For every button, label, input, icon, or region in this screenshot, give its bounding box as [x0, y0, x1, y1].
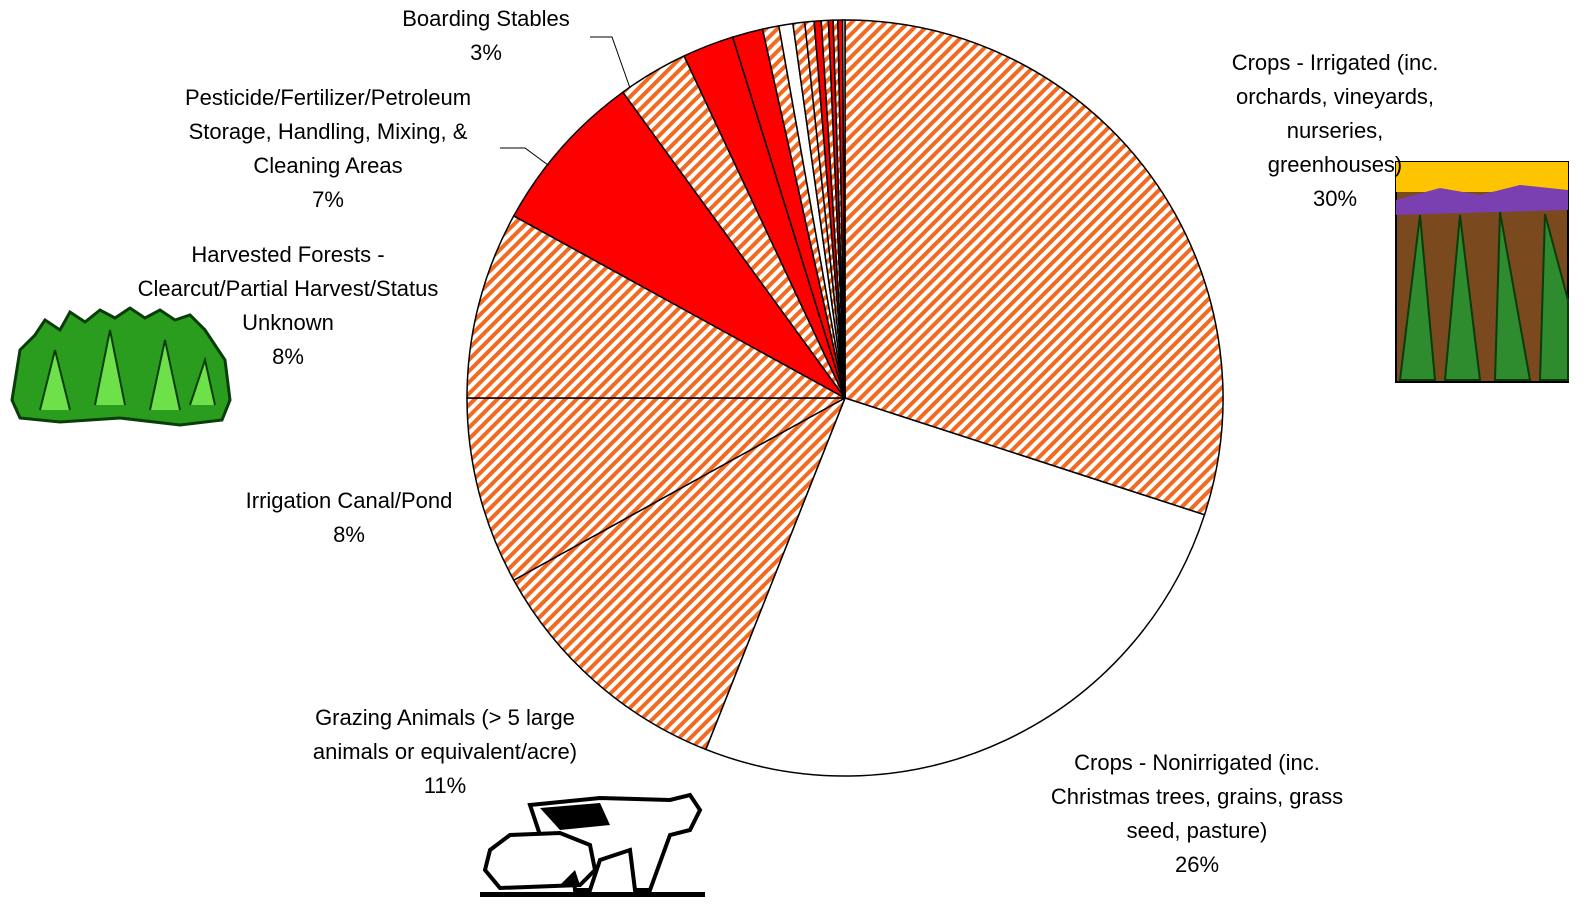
category-label: Irrigation Canal/Pond [245, 488, 453, 513]
slice-label: Boarding Stables 3% [402, 2, 570, 70]
value-label: 30% [1312, 186, 1358, 211]
value-label: 7% [312, 187, 344, 212]
field-clipart [1395, 161, 1569, 383]
pie-slice [512, 91, 846, 399]
value-label: 11% [423, 773, 467, 798]
pie-slice [512, 396, 847, 751]
value-label: 8% [333, 522, 365, 547]
slice-label: Crops - Nonirrigated (inc. Christmas tre… [1051, 746, 1343, 882]
slice-label: Crops - Irrigated (inc. orchards, vineya… [1207, 46, 1464, 216]
category-label: Harvested Forests - Clearcut/Partial Har… [137, 242, 439, 335]
slice-label: Harvested Forests - Clearcut/Partial Har… [138, 238, 439, 374]
category-label: Boarding Stables [402, 6, 570, 31]
category-label: Grazing Animals (> 5 large animals or eq… [312, 705, 578, 764]
category-label: Pesticide/Fertilizer/Petroleum Storage, … [184, 85, 472, 178]
value-label: 8% [272, 344, 304, 369]
leader-line [590, 36, 631, 89]
slice-label: Pesticide/Fertilizer/Petroleum Storage, … [185, 81, 471, 217]
leader-line [500, 147, 549, 166]
value-label: 26% [1174, 852, 1220, 877]
pie-slice [466, 397, 846, 582]
slice-label: Grazing Animals (> 5 large animals or eq… [313, 701, 577, 803]
pie-slice [466, 214, 846, 399]
pie-slice [841, 19, 846, 399]
animals-clipart [480, 792, 705, 897]
slice-label: Irrigation Canal/Pond 8% [246, 484, 453, 552]
value-label: 3% [470, 40, 502, 65]
category-label: Crops - Irrigated (inc. orchards, vineya… [1231, 50, 1439, 177]
forest-clipart [10, 306, 232, 427]
category-label: Crops - Nonirrigated (inc. Christmas tre… [1050, 750, 1344, 843]
pie-slice [704, 397, 1206, 777]
pie-slice [844, 19, 1224, 516]
